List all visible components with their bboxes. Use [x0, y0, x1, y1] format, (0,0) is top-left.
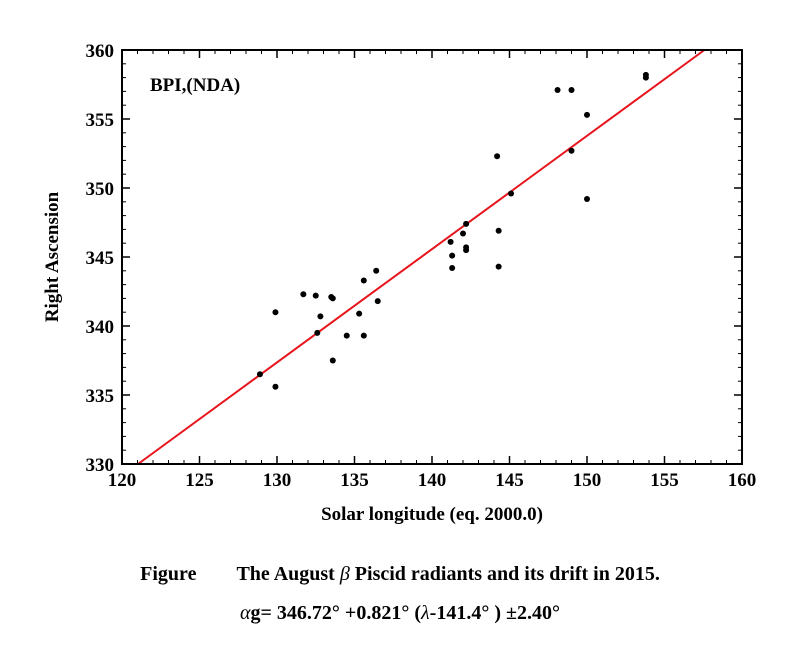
data-point — [329, 357, 336, 364]
alpha-symbol: α — [240, 602, 251, 624]
data-point — [256, 371, 263, 378]
plot-frame — [121, 49, 743, 465]
figure-label: Figure — [140, 563, 197, 585]
data-point — [300, 291, 307, 298]
data-point — [642, 74, 649, 81]
x-tick-label: 120 — [108, 470, 137, 491]
data-point — [312, 292, 319, 299]
data-point — [463, 220, 470, 227]
data-point — [508, 190, 515, 197]
figure-caption: Figure The August β Piscid radiants and i… — [0, 563, 800, 586]
y-axis-title: Right Ascension — [42, 191, 63, 322]
data-point — [463, 247, 470, 254]
y-tick-label: 330 — [86, 455, 115, 476]
data-point — [554, 87, 561, 94]
plot-area — [121, 49, 743, 465]
data-point — [449, 252, 456, 259]
caption-title-end: Piscid radiants and its drift in 2015. — [349, 563, 660, 585]
y-tick-label: 335 — [86, 386, 115, 407]
data-point — [568, 87, 575, 94]
x-tick-label: 150 — [573, 470, 602, 491]
data-point — [272, 309, 279, 316]
y-tick-label: 355 — [86, 110, 115, 131]
x-tick-label: 140 — [418, 470, 447, 491]
y-tick-label: 350 — [86, 179, 115, 200]
x-tick-label: 130 — [263, 470, 292, 491]
y-tick-label: 345 — [86, 248, 115, 269]
data-point — [314, 329, 321, 336]
data-point — [356, 310, 363, 317]
data-point — [343, 332, 350, 339]
data-point — [317, 313, 324, 320]
x-axis-title: Solar longitude (eq. 2000.0) — [321, 504, 543, 525]
y-tick-label: 360 — [86, 41, 115, 62]
panel-label: BPI,(NDA) — [150, 75, 240, 96]
data-point — [373, 267, 380, 274]
lambda-symbol: λ — [420, 602, 430, 624]
data-point — [374, 298, 381, 305]
formula-main: g= 346.72° +0.821° ( — [250, 602, 421, 624]
drift-formula: αg= 346.72° +0.821° (λ-141.4° ) ±2.40° — [0, 602, 800, 625]
formula-end: -141.4° ) ±2.40° — [429, 602, 560, 624]
data-point — [360, 277, 367, 284]
x-tick-label: 135 — [340, 470, 369, 491]
x-tick-label: 155 — [650, 470, 679, 491]
beta-symbol: β — [339, 563, 350, 585]
data-point — [460, 230, 466, 237]
data-point — [272, 383, 279, 390]
x-tick-label: 125 — [185, 470, 214, 491]
scatter-chart: BPI,(NDA) Solar longitude (eq. 2000.0) R… — [42, 41, 757, 525]
data-point — [584, 196, 590, 203]
data-point — [329, 295, 336, 302]
data-point — [584, 111, 590, 118]
data-point — [495, 227, 502, 234]
fit-line — [137, 49, 706, 465]
data-point — [495, 263, 502, 270]
data-point — [449, 265, 456, 272]
x-tick-label: 160 — [728, 470, 757, 491]
data-point — [360, 332, 367, 339]
data-point — [568, 147, 575, 154]
data-point — [447, 238, 454, 245]
caption-title-start: The August — [236, 563, 340, 585]
x-tick-label: 145 — [495, 470, 524, 491]
data-point — [494, 153, 501, 160]
y-tick-label: 340 — [86, 317, 115, 338]
